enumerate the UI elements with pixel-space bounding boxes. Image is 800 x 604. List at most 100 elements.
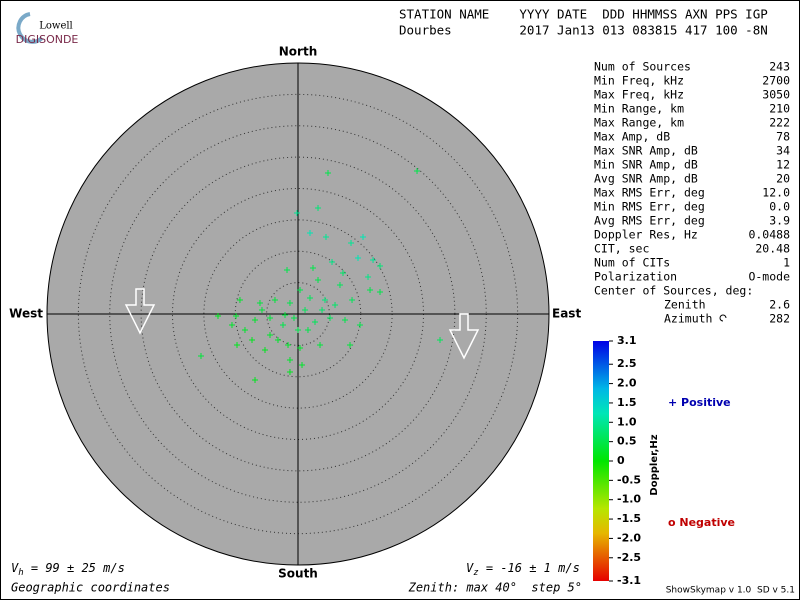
stat-label: Avg SNR Amp, dB <box>594 172 698 186</box>
source-point <box>261 347 268 354</box>
stat-label: Min RMS Err, deg <box>594 200 705 214</box>
colorbar-tick-label: 2.0 <box>617 377 637 390</box>
arrow <box>448 313 480 360</box>
source-point <box>329 258 336 265</box>
source-point <box>336 282 343 289</box>
colorbar-tick-label: 2.5 <box>617 357 637 370</box>
source-point <box>197 352 204 359</box>
colorbar-label: Doppler,Hz <box>649 434 660 495</box>
vz: Vz = -16 ± 1 m/s <box>466 561 580 578</box>
stat-label: Max Amp, dB <box>594 130 670 144</box>
north-label: North <box>279 45 317 59</box>
stat-label: Avg RMS Err, deg <box>594 214 705 228</box>
source-point <box>228 321 235 328</box>
colorbar-tick-label: 1.5 <box>617 396 637 409</box>
source-point <box>324 170 331 177</box>
source-point <box>370 256 377 263</box>
source-point <box>304 327 311 334</box>
source-point <box>286 369 293 376</box>
source-point <box>285 341 292 348</box>
stat-value: 34 <box>776 144 790 158</box>
source-point <box>267 332 274 339</box>
stat-value: 2700 <box>762 74 790 88</box>
source-point <box>437 336 444 343</box>
source-point <box>299 362 306 369</box>
colorbar-tick-label: -2.5 <box>617 551 641 564</box>
source-point <box>282 312 289 319</box>
colorbar-tick-label: -1.0 <box>617 493 641 506</box>
source-point <box>297 286 304 293</box>
logo-bottom: DIGISONDE <box>16 33 79 46</box>
stat-value: 243 <box>769 60 790 74</box>
stat-label: Doppler Res, Hz <box>594 228 698 242</box>
source-point <box>332 302 339 309</box>
stat-label: Max Freq, kHz <box>594 88 684 102</box>
source-point <box>365 273 372 280</box>
colorbar-tick-label: 0 <box>617 454 625 467</box>
source-point <box>367 286 374 293</box>
positive-legend: + Positive <box>668 396 731 409</box>
stat-label: Polarization <box>594 270 677 284</box>
source-point <box>315 205 322 212</box>
source-point <box>315 276 322 283</box>
stat-value: 20 <box>776 172 790 186</box>
logo-top: Lowell <box>39 21 73 32</box>
stat-label: Max RMS Err, deg <box>594 186 705 200</box>
source-point <box>256 300 263 307</box>
stat-label: Min SNR Amp, dB <box>594 158 698 172</box>
source-point <box>360 234 367 241</box>
source-point <box>322 234 329 241</box>
source-point <box>295 327 301 334</box>
stat-value: O-mode <box>748 270 790 284</box>
source-point <box>327 315 334 322</box>
source-point <box>252 377 259 384</box>
stat-label: Min Range, km <box>594 102 684 116</box>
colorbar-tick-label: 1.0 <box>617 415 637 428</box>
source-point <box>347 341 354 348</box>
colorbar-tick-label: -2.0 <box>617 531 641 544</box>
source-point <box>377 262 384 269</box>
version: ShowSkymap v 1.0 SD v 5.1 <box>666 586 795 596</box>
west-label: West <box>9 307 43 321</box>
azimuth-label: Azimuth <box>664 312 712 326</box>
coords-note: Geographic coordinates <box>11 581 170 595</box>
source-point <box>342 317 348 324</box>
stat-value: 0.0 <box>769 200 790 214</box>
source-point <box>319 306 326 313</box>
east-label: East <box>552 307 581 321</box>
source-point <box>234 341 241 348</box>
colorbar-tick-label: -3.1 <box>617 574 641 587</box>
colorbar-tick-label: -1.5 <box>617 512 641 525</box>
source-point <box>297 345 304 352</box>
zenith-value: 2.6 <box>769 298 790 312</box>
header-columns: STATION NAME YYYY DATE DDD HHMMSS AXN PP… <box>399 7 768 22</box>
source-point <box>290 315 297 322</box>
south-label: South <box>278 567 318 581</box>
source-point <box>312 319 319 326</box>
stat-value: 12 <box>776 158 790 172</box>
source-point <box>306 294 313 301</box>
source-point <box>241 327 248 334</box>
stat-value: 3.9 <box>769 214 790 228</box>
zenith-label: Zenith <box>664 298 706 312</box>
colorbar-tick-label: 3.1 <box>617 334 637 347</box>
source-point <box>348 239 355 246</box>
stat-value: 222 <box>769 116 790 130</box>
source-point <box>271 297 278 304</box>
vh: Vh = 99 ± 25 m/s <box>11 561 125 578</box>
azimuth-glyph <box>719 314 727 322</box>
negative-legend: o Negative <box>668 516 735 529</box>
zenith-note: Zenith: max 40° step 5° <box>408 581 582 595</box>
stat-value: 210 <box>769 102 790 116</box>
source-point <box>349 297 356 304</box>
source-point <box>236 297 243 304</box>
stat-label: Max Range, km <box>594 116 684 130</box>
source-point <box>267 315 274 322</box>
stat-value: 1 <box>783 256 790 270</box>
source-point <box>321 297 328 304</box>
colorbar-tick-label: 0.5 <box>617 435 637 448</box>
header-values: Dourbes 2017 Jan13 013 083815 417 100 -8… <box>399 23 768 38</box>
source-point <box>317 341 324 348</box>
source-point <box>284 267 291 274</box>
source-point <box>233 313 240 320</box>
